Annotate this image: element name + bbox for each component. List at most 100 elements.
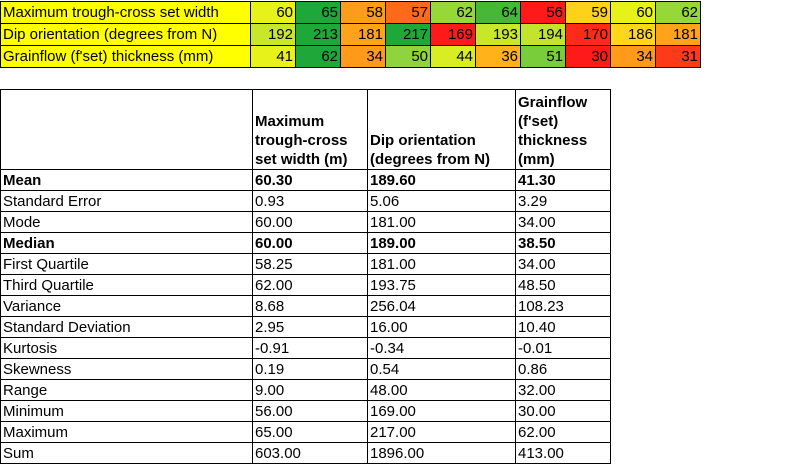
statistic-value[interactable]: 60.00	[252, 232, 368, 254]
statistic-value[interactable]: 30.00	[515, 400, 611, 422]
statistic-value[interactable]: -0.34	[367, 337, 516, 359]
statistics-row: Mode 60.00 181.00 34.00	[0, 211, 611, 233]
statistic-label[interactable]: Skewness	[0, 358, 253, 380]
statistic-value[interactable]: 256.04	[367, 295, 516, 317]
statistic-value[interactable]: 9.00	[252, 379, 368, 401]
statistic-label[interactable]: Variance	[0, 295, 253, 317]
heatmap-cell[interactable]: 64	[475, 1, 521, 24]
statistic-label[interactable]: Sum	[0, 442, 253, 464]
statistic-label[interactable]: Range	[0, 379, 253, 401]
statistic-value[interactable]: 32.00	[515, 379, 611, 401]
statistic-value[interactable]: 62.00	[252, 274, 368, 296]
header-corner-cell[interactable]	[0, 89, 253, 170]
statistic-label[interactable]: Maximum	[0, 421, 253, 443]
heatmap-cell[interactable]: 44	[430, 45, 476, 68]
column-header[interactable]: Maximum trough-cross set width (m)	[252, 89, 368, 170]
heatmap-cell[interactable]: 62	[430, 1, 476, 24]
statistic-value[interactable]: 34.00	[515, 211, 611, 233]
statistic-value[interactable]: 193.75	[367, 274, 516, 296]
heatmap-cell[interactable]: 65	[295, 1, 341, 24]
statistic-value[interactable]: 60.00	[252, 211, 368, 233]
statistic-label[interactable]: Standard Deviation	[0, 316, 253, 338]
statistic-value[interactable]: 62.00	[515, 421, 611, 443]
heatmap-row-label[interactable]: Dip orientation (degrees from N)	[0, 23, 251, 46]
heatmap-row-label[interactable]: Maximum trough-cross set width	[0, 1, 251, 24]
heatmap-cell[interactable]: 30	[565, 45, 611, 68]
heatmap-cell[interactable]: 213	[295, 23, 341, 46]
heatmap-cell[interactable]: 41	[250, 45, 296, 68]
heatmap-cell[interactable]: 31	[655, 45, 701, 68]
heatmap-cell[interactable]: 58	[340, 1, 386, 24]
statistics-row: Standard Deviation 2.95 16.00 10.40	[0, 316, 611, 338]
statistics-row: Skewness 0.19 0.54 0.86	[0, 358, 611, 380]
heatmap-cell[interactable]: 170	[565, 23, 611, 46]
statistic-value[interactable]: 10.40	[515, 316, 611, 338]
statistic-value[interactable]: 413.00	[515, 442, 611, 464]
heatmap-cell[interactable]: 169	[430, 23, 476, 46]
statistic-value[interactable]: 2.95	[252, 316, 368, 338]
statistics-row: Standard Error 0.93 5.06 3.29	[0, 190, 611, 212]
column-header[interactable]: Grainflow (f'set) thickness (mm)	[515, 89, 611, 170]
statistic-label[interactable]: Minimum	[0, 400, 253, 422]
statistic-value[interactable]: 189.00	[367, 232, 516, 254]
statistic-label[interactable]: Standard Error	[0, 190, 253, 212]
statistic-value[interactable]: 41.30	[515, 169, 611, 191]
column-header[interactable]: Dip orientation (degrees from N)	[367, 89, 516, 170]
heatmap-cell[interactable]: 60	[250, 1, 296, 24]
heatmap-cell[interactable]: 217	[385, 23, 431, 46]
heatmap-cell[interactable]: 181	[340, 23, 386, 46]
statistic-value[interactable]: 3.29	[515, 190, 611, 212]
statistic-value[interactable]: 0.19	[252, 358, 368, 380]
statistic-value[interactable]: 169.00	[367, 400, 516, 422]
statistics-row: Kurtosis -0.91 -0.34 -0.01	[0, 337, 611, 359]
heatmap-cell[interactable]: 57	[385, 1, 431, 24]
heatmap-cell[interactable]: 62	[655, 1, 701, 24]
statistic-value[interactable]: 65.00	[252, 421, 368, 443]
statistic-value[interactable]: 48.50	[515, 274, 611, 296]
heatmap-cell[interactable]: 34	[340, 45, 386, 68]
statistic-value[interactable]: 56.00	[252, 400, 368, 422]
heatmap-cell[interactable]: 50	[385, 45, 431, 68]
statistic-value[interactable]: 5.06	[367, 190, 516, 212]
heatmap-cell[interactable]: 60	[610, 1, 656, 24]
statistic-label[interactable]: Median	[0, 232, 253, 254]
statistic-value[interactable]: 181.00	[367, 253, 516, 275]
statistic-label[interactable]: First Quartile	[0, 253, 253, 275]
statistic-value[interactable]: 0.93	[252, 190, 368, 212]
statistic-value[interactable]: 48.00	[367, 379, 516, 401]
statistic-value[interactable]: 1896.00	[367, 442, 516, 464]
statistic-value[interactable]: 217.00	[367, 421, 516, 443]
heatmap-cell[interactable]: 193	[475, 23, 521, 46]
statistic-value[interactable]: 189.60	[367, 169, 516, 191]
statistic-value[interactable]: 38.50	[515, 232, 611, 254]
statistic-value[interactable]: 58.25	[252, 253, 368, 275]
heatmap-cell[interactable]: 36	[475, 45, 521, 68]
heatmap-cell[interactable]: 59	[565, 1, 611, 24]
statistic-value[interactable]: 60.30	[252, 169, 368, 191]
heatmap-cell[interactable]: 186	[610, 23, 656, 46]
statistic-label[interactable]: Kurtosis	[0, 337, 253, 359]
statistic-label[interactable]: Third Quartile	[0, 274, 253, 296]
statistic-value[interactable]: -0.01	[515, 337, 611, 359]
statistic-value[interactable]: 8.68	[252, 295, 368, 317]
statistic-value[interactable]: 603.00	[252, 442, 368, 464]
statistic-label[interactable]: Mean	[0, 169, 253, 191]
heatmap-cell[interactable]: 51	[520, 45, 566, 68]
statistic-label[interactable]: Mode	[0, 211, 253, 233]
statistic-value[interactable]: 108.23	[515, 295, 611, 317]
statistic-value[interactable]: 0.86	[515, 358, 611, 380]
statistics-row: Third Quartile 62.00 193.75 48.50	[0, 274, 611, 296]
statistic-value[interactable]: 16.00	[367, 316, 516, 338]
statistic-value[interactable]: 181.00	[367, 211, 516, 233]
statistic-value[interactable]: -0.91	[252, 337, 368, 359]
statistic-value[interactable]: 0.54	[367, 358, 516, 380]
statistic-value[interactable]: 34.00	[515, 253, 611, 275]
heatmap-cell[interactable]: 56	[520, 1, 566, 24]
heatmap-row-label[interactable]: Grainflow (f'set) thickness (mm)	[0, 45, 251, 68]
heatmap-cell[interactable]: 181	[655, 23, 701, 46]
heatmap-cell[interactable]: 194	[520, 23, 566, 46]
heatmap-cell[interactable]: 62	[295, 45, 341, 68]
heatmap-cell[interactable]: 192	[250, 23, 296, 46]
statistics-row: Range 9.00 48.00 32.00	[0, 379, 611, 401]
heatmap-cell[interactable]: 34	[610, 45, 656, 68]
